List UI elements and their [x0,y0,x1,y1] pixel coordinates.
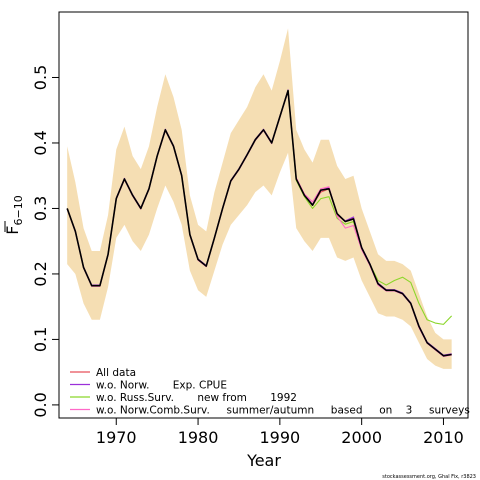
x-axis: 1970 1980 1990 2000 2010 [96,417,464,447]
series-line-5 [66,89,452,357]
confidence-band-layer [67,28,452,369]
y-axis-title-main: F [3,226,22,235]
x-tick-label: 1970 [96,428,137,447]
legend-label: w.o. Norw.Comb.Surv. summer/autumn based… [96,405,470,417]
legend-label: w.o. Norw. Exp. CPUE [96,380,227,392]
confidence-band [67,28,452,369]
y-tick-label: 0.4 [31,130,50,155]
x-tick-label: 1980 [178,428,219,447]
y-tick-label: 0.0 [31,392,50,417]
y-axis-title: F6−10 [3,195,25,234]
y-tick-label: 0.5 [31,65,50,90]
series-layer [66,89,453,358]
y-axis: 0.0 0.1 0.2 0.3 0.4 0.5 [31,65,60,418]
legend-label: All data [96,367,136,379]
y-axis-title-subscript: 6−10 [12,195,25,225]
x-tick-label: 2000 [341,428,382,447]
x-tick-label: 1990 [260,428,301,447]
y-tick-label: 0.3 [31,196,50,221]
svg-text:F6−10: F6−10 [3,195,25,234]
footer-credit: stockassessment.org, Ghal Fix, r3823 [382,474,476,480]
legend-label: w.o. Russ.Surv. new from 1992 [96,392,297,404]
x-tick-label: 2010 [423,428,464,447]
y-tick-label: 0.2 [31,261,50,286]
x-axis-title: Year [246,451,281,470]
y-tick-label: 0.1 [31,327,50,352]
